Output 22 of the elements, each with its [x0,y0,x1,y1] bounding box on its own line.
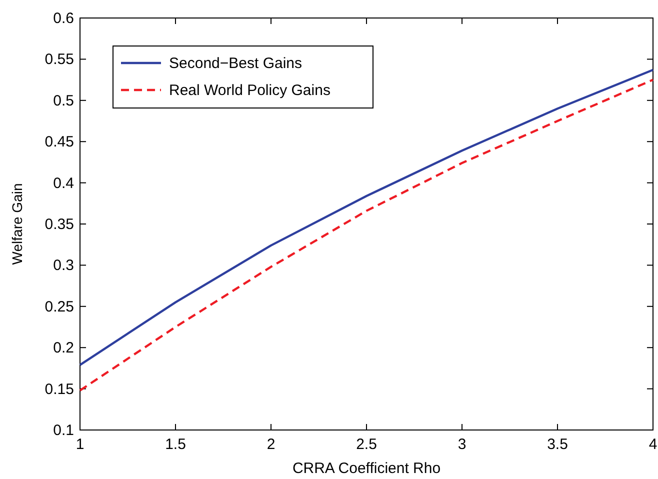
y-tick-label: 0.4 [53,174,74,192]
x-tick-label: 1 [76,436,84,453]
x-tick-label: 3.5 [547,436,568,453]
legend-label: Second−Best Gains [169,55,302,72]
y-tick-label: 0.15 [44,380,74,398]
y-tick-label: 0.25 [44,298,74,316]
y-axis-title: Welfare Gain [9,183,25,265]
y-tick-label: 0.35 [44,216,74,233]
y-tick-label: 0.1 [53,422,74,439]
x-tick-label: 1.5 [165,436,186,453]
y-tick-label: 0.45 [44,134,74,151]
x-tick-label: 4 [648,436,658,453]
y-tick-label: 0.3 [53,257,74,274]
y-tick-label: 0.6 [53,10,74,27]
y-tick-label: 0.2 [53,340,74,357]
y-tick-label: 0.55 [44,51,74,68]
x-tick-label: 3 [458,436,466,453]
y-tick-label: 0.5 [53,92,74,110]
x-tick-label: 2 [266,436,276,453]
legend-label: Real World Policy Gains [169,82,330,99]
x-tick-label: 2.5 [356,436,377,453]
x-axis-title: CRRA Coefficient Rho [292,460,441,477]
